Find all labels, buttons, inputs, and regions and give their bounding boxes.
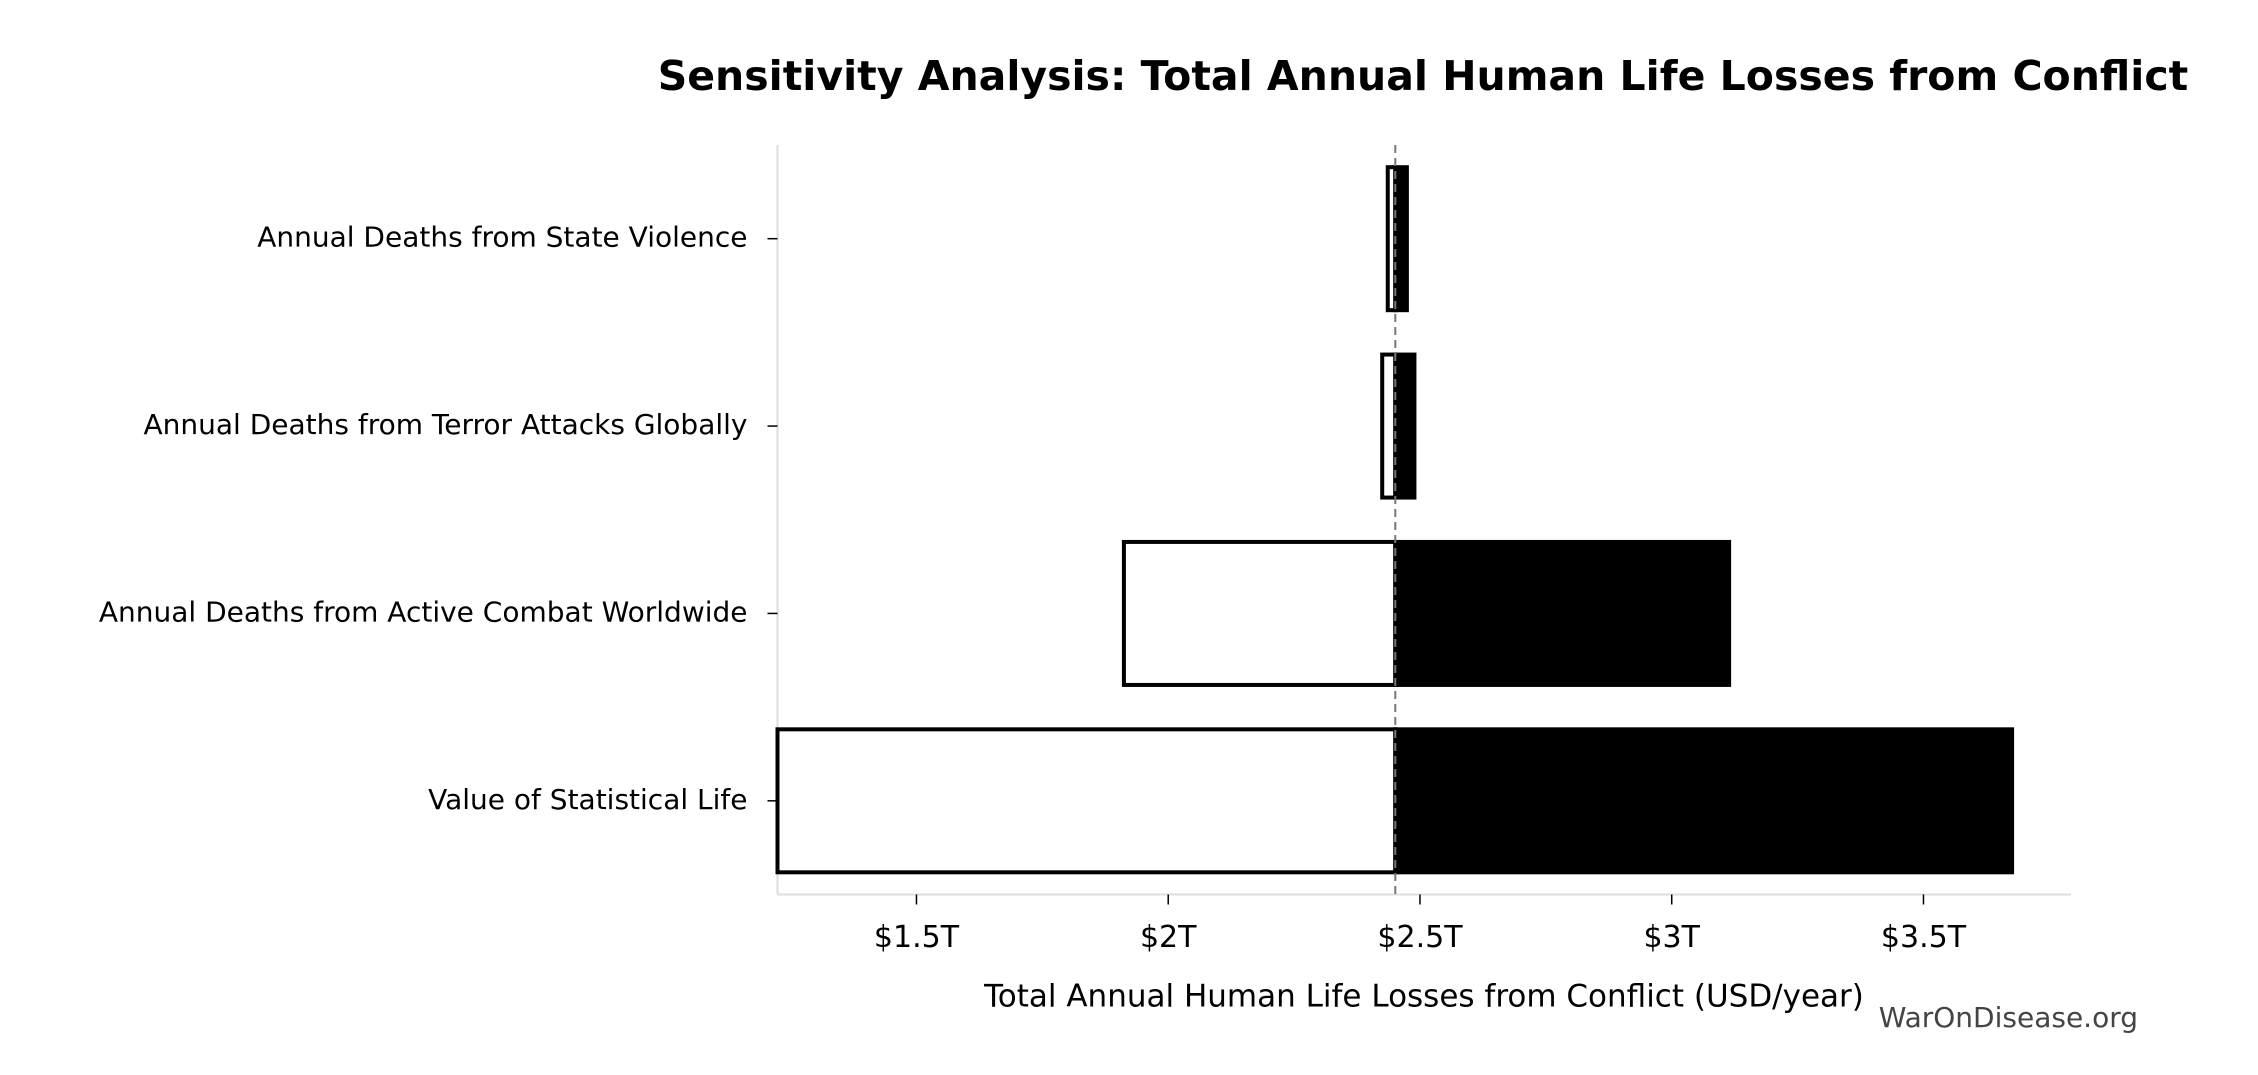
high-bar (1393, 727, 2015, 875)
y-tick-label: Annual Deaths from Terror Attacks Global… (143, 408, 747, 441)
x-tick-label: $2T (1140, 920, 1197, 955)
x-axis-label: Total Annual Human Life Losses from Conf… (983, 979, 1864, 1015)
y-tick-label: Annual Deaths from Active Combat Worldwi… (99, 595, 748, 628)
x-tick-label: $1.5T (874, 920, 960, 955)
low-bar (1121, 539, 1398, 687)
high-bar (1393, 352, 1417, 500)
high-bar (1393, 165, 1409, 313)
chart-title: Sensitivity Analysis: Total Annual Human… (658, 52, 2189, 100)
y-tick-label: Annual Deaths from State Violence (257, 221, 747, 254)
low-bar (775, 727, 1398, 875)
x-tick-label: $3.5T (1881, 920, 1967, 955)
x-tick-label: $3T (1643, 920, 1700, 955)
y-tick-label: Value of Statistical Life (428, 783, 747, 816)
watermark: WarOnDisease.org (1879, 1001, 2138, 1034)
x-tick-label: $2.5T (1377, 920, 1463, 955)
high-bar (1393, 539, 1732, 687)
